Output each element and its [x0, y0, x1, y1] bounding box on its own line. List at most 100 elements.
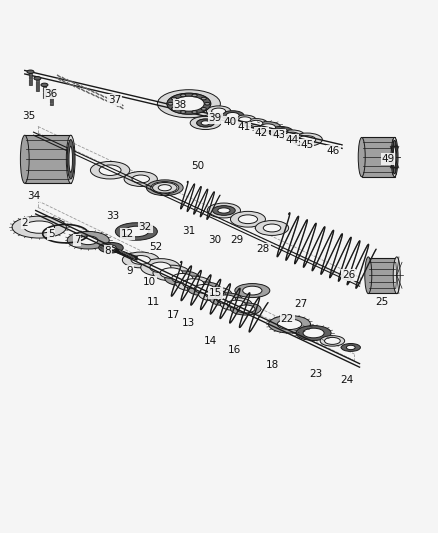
Ellipse shape [242, 286, 261, 295]
Ellipse shape [152, 265, 189, 281]
Text: 41: 41 [237, 123, 250, 132]
Ellipse shape [204, 102, 209, 105]
Ellipse shape [166, 93, 210, 114]
Ellipse shape [214, 206, 233, 215]
Polygon shape [367, 258, 396, 293]
Text: 11: 11 [147, 296, 160, 306]
Ellipse shape [205, 290, 225, 298]
Text: 7: 7 [74, 235, 81, 245]
Ellipse shape [236, 305, 254, 313]
Ellipse shape [254, 122, 280, 133]
Text: 13: 13 [182, 318, 195, 328]
Text: 37: 37 [108, 95, 121, 105]
Ellipse shape [273, 128, 287, 135]
Ellipse shape [34, 77, 41, 80]
Ellipse shape [150, 262, 170, 272]
Ellipse shape [234, 284, 269, 297]
Ellipse shape [207, 203, 240, 218]
Text: 29: 29 [230, 235, 243, 245]
Text: 2: 2 [21, 218, 28, 228]
Ellipse shape [99, 243, 123, 253]
Ellipse shape [238, 215, 257, 224]
Ellipse shape [171, 108, 176, 110]
Ellipse shape [194, 285, 214, 293]
Ellipse shape [259, 124, 275, 131]
Ellipse shape [340, 344, 360, 351]
Text: 49: 49 [381, 154, 394, 164]
Ellipse shape [201, 121, 209, 125]
Ellipse shape [141, 259, 180, 276]
Ellipse shape [69, 146, 72, 172]
Ellipse shape [198, 287, 231, 301]
Text: 18: 18 [265, 360, 278, 370]
Text: 38: 38 [173, 100, 186, 110]
Ellipse shape [173, 96, 204, 111]
Text: 8: 8 [104, 246, 111, 256]
Ellipse shape [364, 257, 371, 294]
Ellipse shape [99, 165, 121, 175]
Ellipse shape [238, 117, 251, 122]
Text: 10: 10 [143, 277, 155, 287]
Ellipse shape [67, 231, 109, 249]
Ellipse shape [12, 216, 66, 238]
Text: 32: 32 [138, 222, 152, 232]
Ellipse shape [233, 115, 255, 124]
Ellipse shape [220, 297, 251, 311]
Polygon shape [25, 135, 71, 183]
Ellipse shape [319, 336, 344, 346]
Ellipse shape [20, 135, 29, 183]
Ellipse shape [150, 182, 178, 194]
Ellipse shape [230, 303, 261, 315]
Ellipse shape [346, 345, 354, 350]
Ellipse shape [171, 273, 192, 283]
Polygon shape [42, 85, 46, 98]
Text: 15: 15 [208, 288, 221, 298]
Text: 50: 50 [191, 161, 204, 171]
Ellipse shape [41, 83, 48, 87]
Ellipse shape [297, 136, 315, 143]
Ellipse shape [212, 206, 235, 215]
Text: 26: 26 [341, 270, 354, 280]
Ellipse shape [209, 293, 242, 306]
Ellipse shape [66, 135, 75, 183]
Polygon shape [28, 72, 32, 85]
Text: 31: 31 [182, 227, 195, 237]
Ellipse shape [180, 111, 185, 114]
Ellipse shape [158, 184, 171, 191]
Ellipse shape [302, 328, 323, 338]
Polygon shape [49, 92, 53, 104]
Ellipse shape [249, 120, 262, 126]
Ellipse shape [90, 161, 130, 179]
Text: 33: 33 [106, 211, 119, 221]
Ellipse shape [152, 182, 177, 193]
Ellipse shape [357, 138, 364, 177]
Ellipse shape [124, 226, 148, 237]
Text: 30: 30 [208, 235, 221, 245]
Text: 46: 46 [326, 146, 339, 156]
Ellipse shape [217, 208, 230, 213]
Text: 5: 5 [48, 229, 54, 239]
Ellipse shape [157, 90, 220, 118]
Ellipse shape [27, 70, 34, 74]
Text: 34: 34 [27, 191, 40, 201]
Ellipse shape [230, 212, 265, 227]
Ellipse shape [131, 255, 150, 264]
Ellipse shape [392, 257, 399, 294]
Text: 43: 43 [271, 130, 285, 140]
Text: 28: 28 [256, 244, 269, 254]
Ellipse shape [263, 224, 280, 232]
Ellipse shape [285, 132, 298, 138]
Ellipse shape [295, 326, 330, 341]
Text: 45: 45 [300, 140, 313, 150]
Text: 40: 40 [223, 117, 237, 127]
Ellipse shape [216, 295, 235, 304]
Ellipse shape [180, 94, 185, 96]
Text: 42: 42 [254, 128, 267, 138]
Ellipse shape [48, 90, 55, 93]
Ellipse shape [291, 133, 321, 146]
Ellipse shape [206, 106, 230, 116]
Ellipse shape [201, 97, 206, 100]
Ellipse shape [122, 252, 159, 268]
Polygon shape [361, 138, 394, 177]
Text: 39: 39 [208, 112, 221, 123]
